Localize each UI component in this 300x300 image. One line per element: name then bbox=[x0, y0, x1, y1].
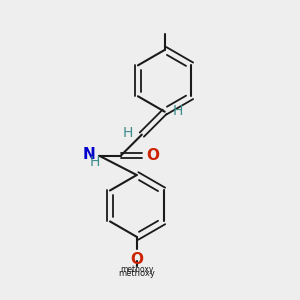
Text: H: H bbox=[90, 155, 101, 169]
Text: O: O bbox=[146, 148, 159, 163]
Text: methoxy: methoxy bbox=[120, 265, 153, 274]
Text: N: N bbox=[82, 147, 95, 162]
Text: H: H bbox=[123, 126, 133, 140]
Text: H: H bbox=[173, 104, 183, 118]
Text: O: O bbox=[130, 252, 143, 267]
Text: methoxy: methoxy bbox=[118, 269, 155, 278]
